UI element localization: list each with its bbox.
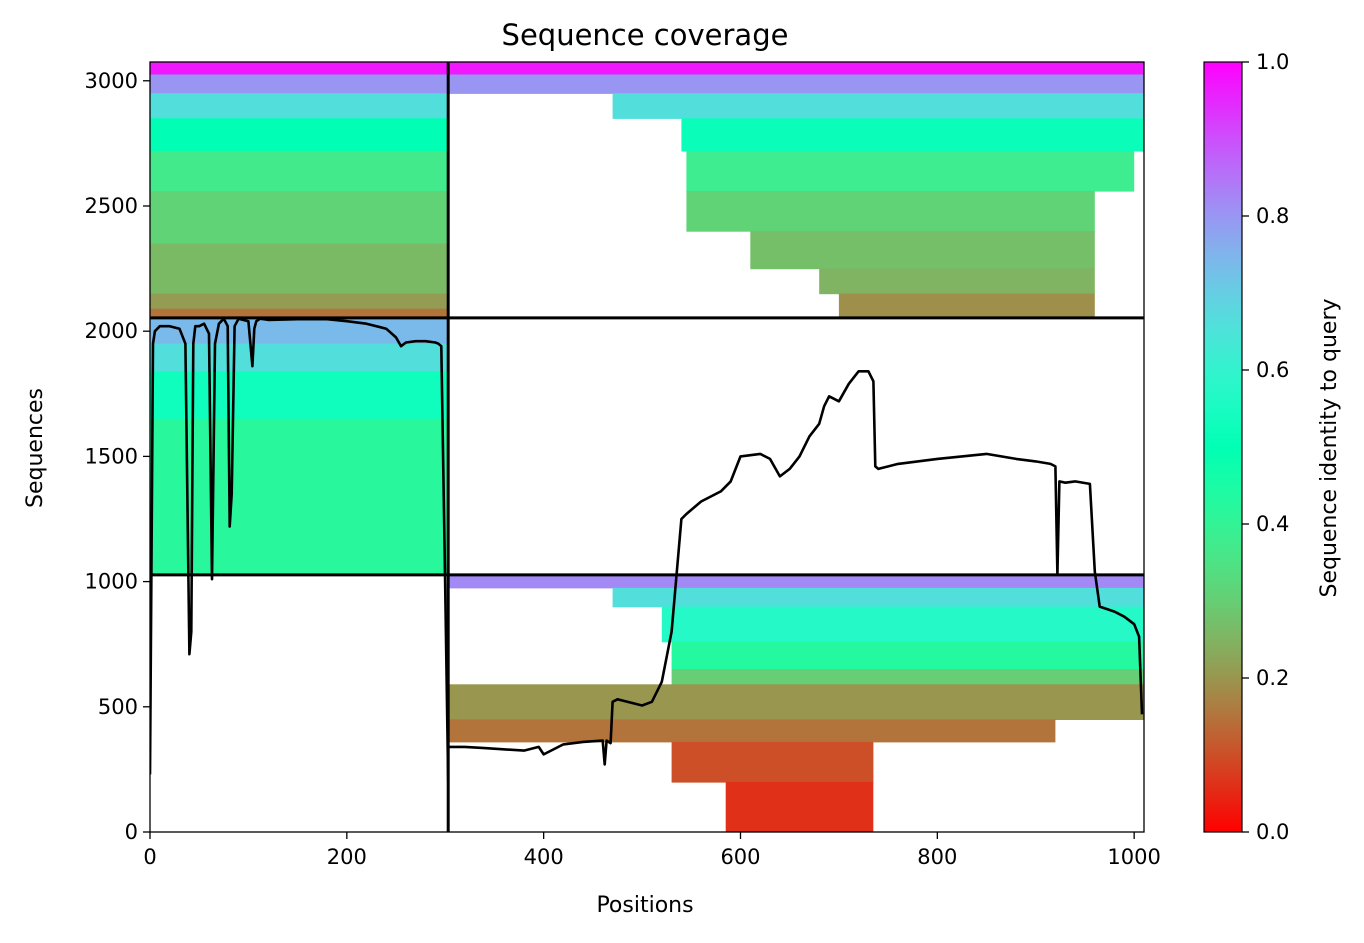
x-tick-label: 800 [917,845,957,869]
colorbar-label: Sequence identity to query [1317,298,1342,597]
coverage-line-layer [150,317,1144,784]
colorbar-gradient [1203,61,1243,833]
block-bottom-right [448,574,1144,832]
identity-band [838,293,1095,319]
identity-band [686,150,1135,192]
x-axis-label: Positions [596,893,693,918]
y-tick-label: 1000 [85,570,138,594]
colorbar: 0.0 0.2 0.4 0.6 0.8 1.0 [1203,50,1289,844]
y-axis: 0 500 1000 1500 2000 2500 3000 [85,69,150,844]
identity-band [686,191,1095,232]
identity-band [448,719,1056,743]
identity-band [150,93,449,119]
identity-band [448,574,1144,589]
y-tick-label: 3000 [85,69,138,93]
x-tick-label: 1000 [1107,845,1160,869]
identity-band [819,268,1095,295]
identity-band [150,191,449,245]
identity-band [612,93,1144,119]
identity-band [150,308,449,319]
identity-band [612,587,1144,608]
identity-band [150,150,449,192]
identity-band [681,118,1144,152]
x-tick-label: 600 [720,845,760,869]
identity-band [448,74,1144,94]
y-tick-label: 0 [125,820,138,844]
identity-band [671,669,1144,685]
block-middle-left [150,317,449,576]
y-tick-label: 2500 [85,194,138,218]
y-axis-label: Sequences [23,388,48,508]
identity-band [750,231,1095,270]
block-top-left [150,62,449,319]
colorbar-tick-label: 0.2 [1256,666,1289,690]
colorbar-tick-label: 0.6 [1256,358,1289,382]
identity-band [150,343,449,372]
colorbar-tick-label: 0.8 [1256,204,1289,228]
x-axis: 0 200 400 600 800 1000 [143,832,1161,869]
identity-band [150,293,449,310]
identity-band [150,371,449,420]
coverage-line [150,317,1144,784]
identity-band [661,606,1144,643]
colorbar-tick-label: 0.4 [1256,512,1289,536]
y-tick-label: 1500 [85,444,138,468]
identity-band [150,418,449,576]
x-tick-label: 400 [524,845,564,869]
identity-band [671,641,1144,670]
y-tick-label: 500 [98,695,138,719]
chart-title: Sequence coverage [502,18,789,52]
identity-band [150,74,449,94]
identity-band [448,62,1144,76]
identity-band [150,62,449,76]
identity-band [725,781,874,832]
x-tick-label: 0 [143,845,156,869]
coverage-heatmap [150,62,1144,832]
colorbar-tick-label: 0.0 [1256,820,1289,844]
x-tick-label: 200 [327,845,367,869]
identity-band [150,118,449,152]
identity-band [671,741,874,783]
plot-frame [149,61,1145,833]
identity-band [150,243,449,295]
y-tick-label: 2000 [85,319,138,343]
block-top-right [448,62,1144,319]
colorbar-tick-label: 1.0 [1256,50,1289,74]
identity-band [448,684,1144,720]
